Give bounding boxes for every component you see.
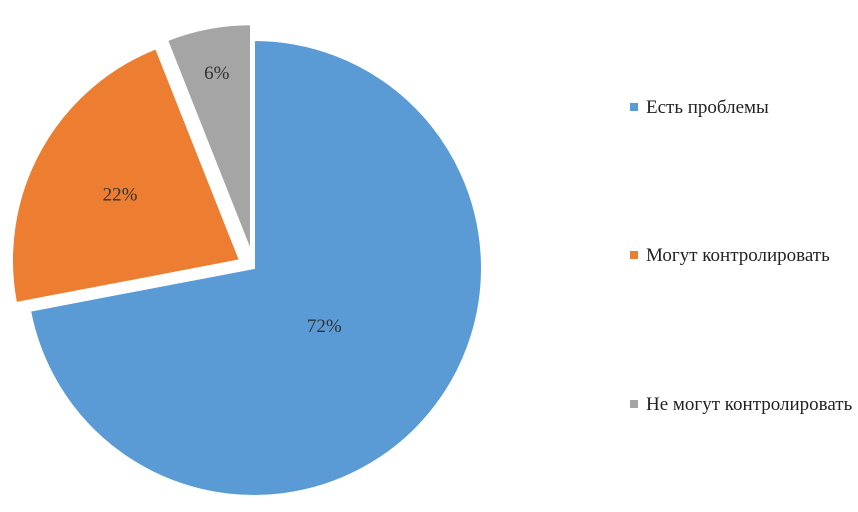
legend-swatch-orange (630, 251, 638, 259)
legend-label: Могут контролировать (646, 245, 830, 266)
pie-slice-1 (11, 47, 242, 305)
pie-slice-0 (28, 38, 483, 497)
pie-data-labels: 72% 22% 6% (103, 63, 342, 337)
legend-item-est-problemy: Есть проблемы (630, 95, 856, 120)
legend: Есть проблемы Могут контролировать Не мо… (630, 0, 858, 512)
pie-slices (11, 23, 483, 497)
legend-label: Не могут контролировать (646, 394, 853, 415)
pie-slice-label-1: 22% (103, 184, 138, 205)
legend-label: Есть проблемы (646, 97, 769, 118)
pie-slice-2 (165, 23, 253, 253)
pie-slice-label-0: 72% (307, 316, 342, 337)
pie-slice-label-2: 6% (204, 63, 230, 84)
legend-item-mogut-kontrolirovat: Могут контролировать (630, 243, 856, 268)
legend-swatch-blue (630, 103, 638, 111)
legend-item-ne-mogut-kontrolirovat: Не могут контролировать (630, 392, 856, 417)
legend-swatch-gray (630, 400, 638, 408)
